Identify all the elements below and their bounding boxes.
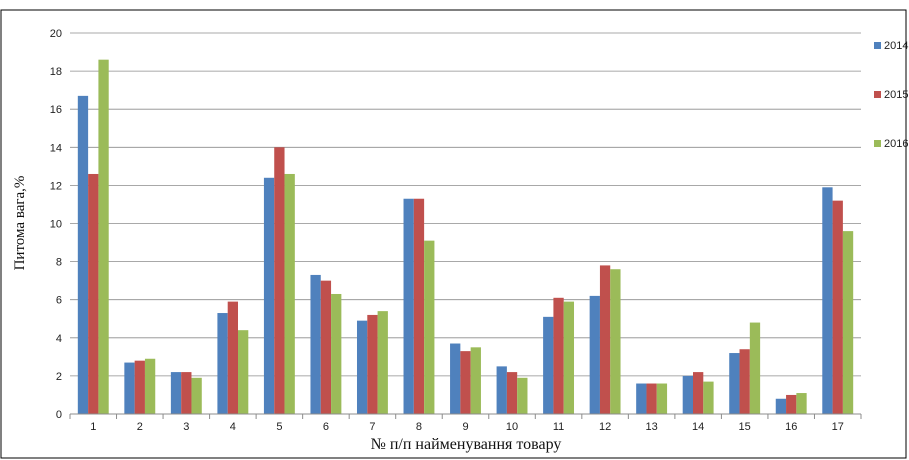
legend-label-2016: 2016 — [884, 138, 908, 150]
bar-2016-5 — [284, 173, 295, 414]
y-tick-label: 2 — [56, 371, 62, 383]
x-tick-label: 8 — [416, 421, 422, 433]
bar-2015-2 — [134, 360, 145, 414]
bar-2015-16 — [786, 394, 797, 414]
legend-swatch-2015 — [874, 91, 881, 98]
bar-2014-9 — [450, 343, 461, 414]
x-tick-label: 15 — [739, 421, 751, 433]
bar-2016-17 — [842, 231, 854, 414]
bar-2016-16 — [796, 393, 807, 414]
legend-label-2014: 2014 — [884, 40, 908, 52]
bar-2015-1 — [88, 173, 99, 414]
bar-2014-5 — [263, 177, 275, 414]
bar-2015-7 — [367, 314, 378, 414]
x-tick-label: 12 — [599, 421, 611, 433]
x-tick-label: 16 — [785, 421, 797, 433]
legend-swatch-2014 — [874, 42, 881, 49]
x-tick-label: 10 — [506, 421, 518, 433]
y-tick-label: 16 — [50, 104, 62, 116]
bar-2016-1 — [98, 59, 109, 415]
bar-2015-17 — [832, 200, 843, 414]
bar-2015-11 — [553, 297, 564, 414]
bar-2014-7 — [356, 320, 368, 414]
bar-2015-3 — [181, 372, 192, 414]
bar-2015-12 — [599, 265, 611, 414]
bar-2014-2 — [124, 362, 135, 414]
x-tick-label: 13 — [645, 421, 657, 433]
bar-2014-6 — [310, 274, 321, 414]
bar-2015-6 — [320, 280, 332, 414]
bar-2016-7 — [377, 311, 388, 414]
bar-2016-9 — [470, 347, 481, 414]
bar-2014-13 — [636, 383, 647, 414]
x-tick-label: 14 — [692, 421, 704, 433]
bar-2016-3 — [191, 377, 202, 414]
bar-2014-8 — [403, 198, 414, 414]
bar-2014-10 — [496, 366, 507, 414]
bar-2015-9 — [460, 351, 471, 414]
legend: 2014 2015 2016 — [874, 40, 908, 150]
y-tick-label: 10 — [50, 219, 62, 231]
gridlines — [70, 32, 861, 377]
bar-2014-15 — [729, 353, 740, 414]
bar-2015-15 — [739, 349, 750, 414]
x-axis-title: № п/п найменування товару — [371, 436, 562, 453]
bars — [77, 59, 854, 415]
bar-2015-13 — [646, 383, 657, 414]
y-tick-label: 20 — [50, 28, 62, 40]
x-tick-label: 1 — [90, 421, 96, 433]
x-tick-label: 5 — [276, 421, 282, 433]
x-tick-label: 7 — [369, 421, 375, 433]
bar-2015-5 — [274, 147, 285, 415]
legend-swatch-2016 — [874, 140, 881, 147]
y-tick-label: 14 — [50, 142, 62, 154]
x-tick-label: 17 — [832, 421, 844, 433]
bar-2016-13 — [656, 383, 668, 414]
bar-2016-6 — [331, 293, 342, 414]
bar-2014-11 — [543, 316, 554, 414]
y-tick-label: 12 — [50, 180, 62, 192]
x-tick-label: 6 — [323, 421, 329, 433]
legend-label-2015: 2015 — [884, 89, 908, 101]
bar-2016-2 — [144, 358, 156, 414]
bar-2015-4 — [227, 301, 239, 414]
bar-2016-4 — [238, 330, 249, 414]
x-tick-label: 2 — [137, 421, 143, 433]
bar-2014-1 — [77, 95, 89, 415]
bar-2016-10 — [517, 377, 528, 414]
y-axis-title: Питома вага,% — [12, 176, 28, 271]
y-tick-label: 18 — [50, 66, 62, 78]
bar-2015-10 — [506, 372, 518, 414]
bar-2014-14 — [682, 375, 693, 414]
y-tick-label: 0 — [56, 409, 62, 421]
bar-2016-12 — [610, 269, 621, 414]
x-tick-label: 4 — [230, 421, 236, 433]
bar-2014-3 — [170, 372, 182, 414]
bar-2016-8 — [424, 240, 435, 414]
bar-2015-14 — [692, 372, 704, 414]
x-tick-label: 9 — [462, 421, 468, 433]
bar-2015-8 — [413, 198, 425, 414]
bar-2014-4 — [217, 313, 228, 414]
bar-2014-17 — [822, 187, 833, 414]
bar-2016-14 — [703, 381, 714, 414]
bar-2016-15 — [749, 322, 761, 414]
y-tick-label: 4 — [56, 333, 62, 345]
bar-2014-12 — [589, 295, 600, 414]
x-tick-label: 11 — [553, 421, 564, 433]
y-tick-label: 8 — [56, 257, 62, 269]
y-tick-label: 6 — [56, 295, 62, 307]
x-tick-label: 3 — [183, 421, 189, 433]
bar-2016-11 — [563, 301, 575, 414]
bar-2014-16 — [775, 398, 787, 414]
